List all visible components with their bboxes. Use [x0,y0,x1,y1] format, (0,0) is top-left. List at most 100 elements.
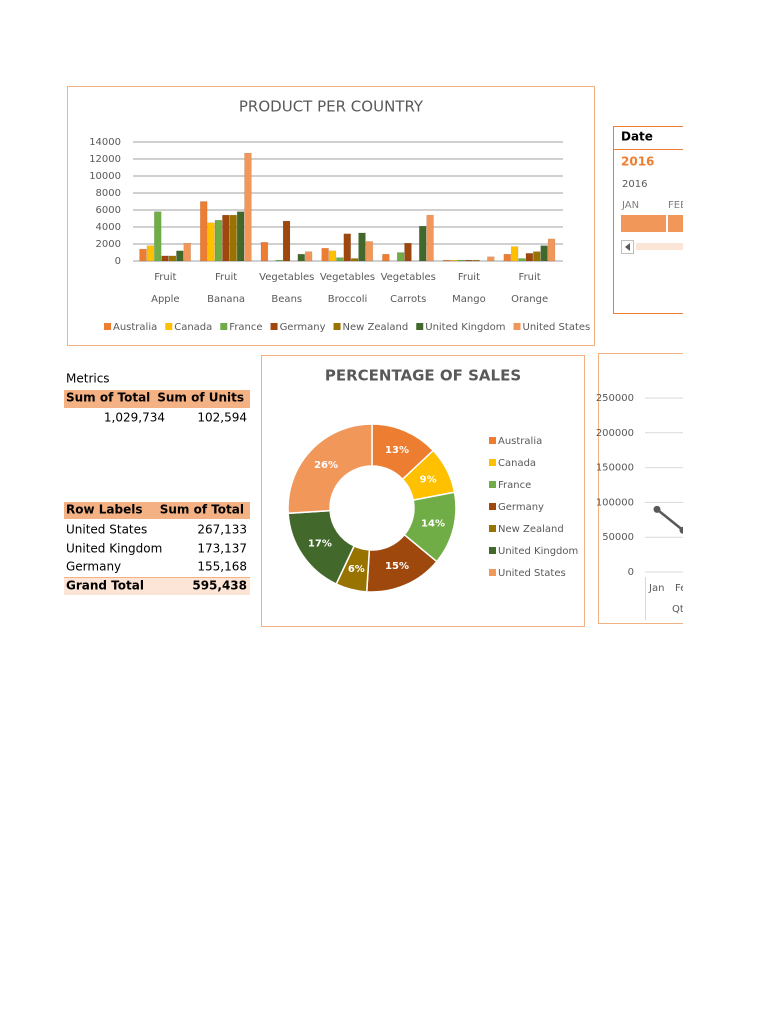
bar [350,258,359,262]
bar [450,259,458,262]
bar [336,257,344,262]
y-tick-label: 250000 [596,393,634,404]
line-panel [598,353,683,624]
cell: 102,594 [197,411,247,425]
timeline-panel [613,126,683,314]
bar [547,238,556,262]
cell: United Kingdom [66,542,162,556]
x-group-label: Vegetables [320,272,375,283]
legend-swatch [165,323,173,330]
table-header [64,502,250,519]
y-tick-label: 10000 [89,171,121,182]
x-group-label: Vegetables [381,272,436,283]
y-tick-label: 0 [628,567,634,578]
bar [183,242,191,262]
table-header [64,390,250,407]
donut-panel [261,355,585,627]
x-group-label: Fruit [215,272,237,283]
legend-label: United States [498,568,566,579]
data-label: 17% [308,538,332,549]
x-group-label: Vegetables [259,272,314,283]
header-cell: Sum of Total [66,391,150,405]
legend-swatch [489,525,496,532]
y-tick-label: 12000 [89,154,121,165]
bar [503,253,511,262]
x-tick-label: Feb [675,583,693,594]
bar [472,259,480,262]
x-tick-label: Jan [648,583,664,594]
bar [146,245,155,262]
timeline-title: Date [621,130,653,144]
cell: 595,438 [192,579,247,593]
legend-swatch [333,323,341,330]
legend-label: New Zealand [343,322,409,333]
bar [139,248,147,262]
bar [207,222,215,262]
bar [358,232,366,262]
bar [236,211,245,262]
header-cell: Sum of Units [157,391,244,405]
legend-label: New Zealand [498,524,564,535]
bar [343,233,351,262]
chart-title: PERCENTAGE OF SALES [325,367,521,385]
x-tick-label: Broccoli [328,294,368,305]
bar [525,253,534,262]
x-group-label: Fruit [519,272,541,283]
legend-swatch [513,323,521,330]
legend-swatch [489,503,496,510]
marker [679,526,683,534]
bar [244,152,252,262]
header-cell: Row Labels [66,503,142,517]
y-tick-label: 14000 [89,137,121,148]
timeline-bar[interactable] [621,215,666,232]
line [656,508,683,532]
y-tick-label: 2000 [96,239,121,250]
data-label: 14% [421,519,445,530]
bar [222,214,230,262]
x-group-label: Qtr1 [672,604,694,615]
bar [328,250,337,262]
legend-label: Germany [498,502,544,513]
y-tick-label: 0 [115,256,121,267]
bar [487,256,495,262]
sheet: PRODUCT PER COUNTRY Date 2016 2016 JAN F… [64,86,713,627]
timeline-bar[interactable] [668,215,713,232]
legend-swatch [416,323,424,330]
legend-swatch [489,437,496,444]
bar [214,219,223,262]
legend-label: France [498,480,531,491]
scrollbar[interactable] [636,243,696,250]
legend-swatch [489,481,496,488]
x-tick-label: Orange [511,294,548,305]
legend-swatch [489,459,496,466]
bar [419,225,427,262]
legend-label: United States [523,322,591,333]
total-row [64,577,250,595]
bar [365,241,374,262]
donut-slice [287,423,373,515]
cell: 155,168 [197,560,247,574]
cell: United States [66,523,147,537]
legend-label: France [229,322,262,333]
y-tick-label: 8000 [96,188,121,199]
marker [653,505,661,513]
y-tick-label: 100000 [596,497,634,508]
bar [464,259,473,262]
bar [275,259,283,262]
y-tick-label: 150000 [596,463,634,474]
timeline-month: JAN [621,200,639,211]
bar [510,246,519,262]
bar [540,245,548,262]
legend-swatch [489,547,496,554]
data-label: 6% [348,564,365,575]
bar [176,250,184,262]
bar [426,214,434,262]
cell: 173,137 [197,542,247,556]
cell: 1,029,734 [104,411,165,425]
legend-label: Germany [280,322,326,333]
cell: Germany [66,560,121,574]
bar [442,259,451,262]
bar [297,253,305,262]
y-tick-label: 4000 [96,222,121,233]
